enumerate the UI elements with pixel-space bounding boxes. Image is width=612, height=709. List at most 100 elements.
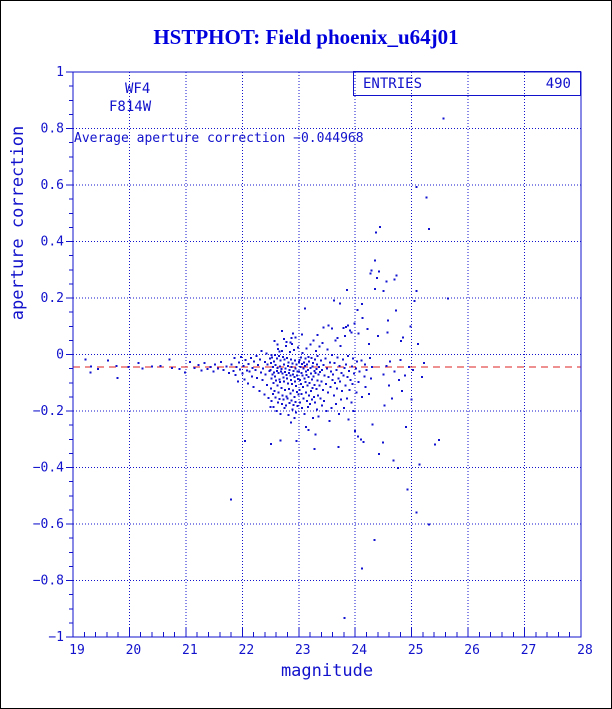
data-point [313,447,316,450]
x-tick-label: 22 [239,643,255,658]
data-point [375,231,378,234]
data-point [371,366,374,369]
data-point [311,417,314,420]
data-point [337,445,340,448]
data-point [295,374,298,377]
data-point [168,358,171,361]
data-point [298,359,301,362]
data-point [244,358,247,361]
data-point [170,367,173,370]
data-point [298,388,301,391]
data-point [305,426,308,429]
data-point [351,357,354,360]
data-point [219,361,222,364]
data-point [415,185,418,188]
data-point [209,365,212,368]
entries-value: 490 [545,75,571,92]
data-point [336,387,339,390]
data-point [244,439,247,442]
data-point [280,402,283,405]
data-point [306,384,309,387]
data-point [277,347,280,350]
data-point [322,388,325,391]
data-point [214,363,217,366]
data-point [345,326,348,329]
data-point [286,377,289,380]
data-point [296,370,299,373]
data-point [327,324,330,327]
data-point [296,404,299,407]
data-point [273,339,276,342]
data-point [235,365,238,368]
data-point [270,377,273,380]
data-point [314,350,317,353]
data-point [299,383,302,386]
data-point [292,403,295,406]
data-point [303,364,306,367]
data-point [338,380,341,383]
data-point [309,343,312,346]
data-point [206,368,209,371]
data-point [336,356,339,359]
data-point [377,270,380,273]
entries-label: ENTRIES [363,75,423,92]
data-point [212,370,215,373]
data-point [315,387,318,390]
data-point [326,348,329,351]
data-point [225,365,228,368]
data-point [296,390,299,393]
data-point [298,370,301,373]
data-point [294,385,297,388]
data-point [319,371,322,374]
data-point [363,363,366,366]
data-point [328,419,331,422]
data-point [340,371,343,374]
data-point [313,369,316,372]
data-point [302,367,305,370]
data-point [300,371,303,374]
data-point [319,397,322,400]
data-point [338,302,341,305]
data-point [304,370,307,373]
data-point [327,376,330,379]
data-point [307,376,310,379]
data-point [250,375,253,378]
data-point [301,407,304,410]
x-tick-label: 28 [577,643,593,658]
data-point [332,373,335,376]
data-point [115,364,118,367]
data-point [274,375,277,378]
data-point [314,371,317,374]
data-point [270,361,273,364]
data-point [376,277,379,280]
data-point [403,374,406,377]
data-point [313,358,316,361]
data-point [278,378,281,381]
data-point [269,369,272,372]
data-point [337,412,340,415]
data-point [442,117,445,120]
data-point [294,336,297,339]
entries-box: ENTRIES 490 [353,71,581,96]
data-point [277,391,280,394]
data-point [289,341,292,344]
y-tick-label: 0 [56,348,64,363]
data-point [344,335,347,338]
data-point [245,369,248,372]
data-point [425,196,428,199]
data-point [405,426,408,429]
data-point [313,395,316,398]
data-point [324,357,327,360]
data-point [273,354,276,357]
data-point [297,377,300,380]
data-point [285,395,288,398]
data-point [151,365,154,368]
data-point [319,359,322,362]
data-point [291,408,294,411]
data-point [342,374,345,377]
data-point [330,407,333,410]
data-point [240,355,243,358]
data-point [284,404,287,407]
filter-label: F814W [109,99,152,115]
